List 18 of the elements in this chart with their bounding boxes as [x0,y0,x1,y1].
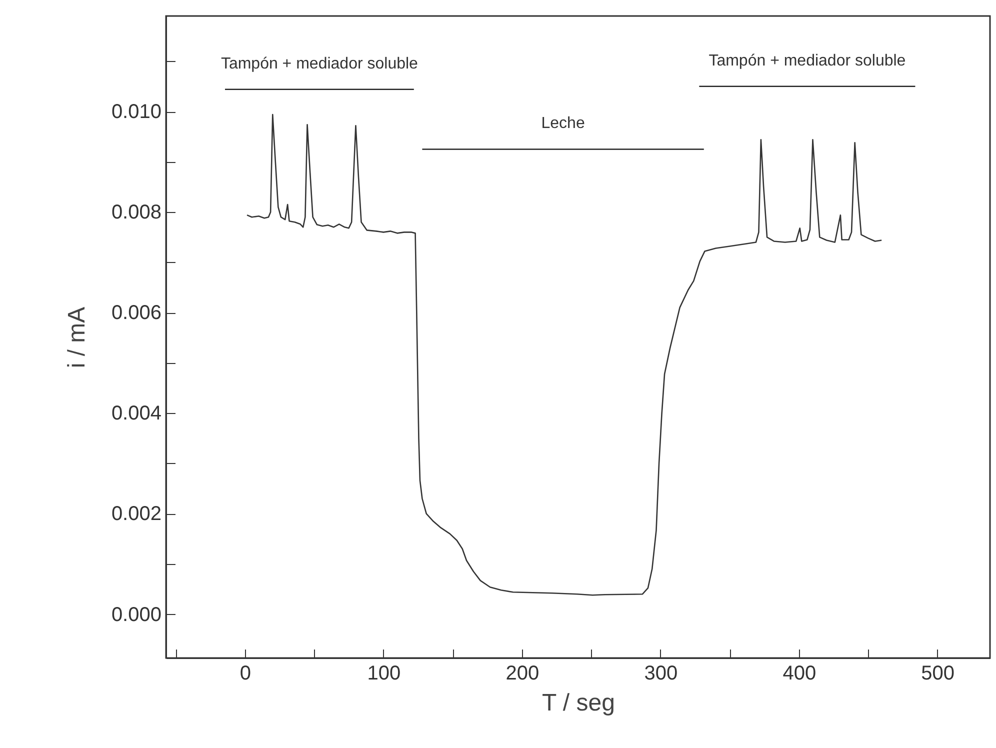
y-tick-label: 0.006 [111,302,162,324]
y-tick-label: 0.004 [111,402,162,425]
x-tick-label: 300 [644,662,678,684]
annotation: Tampón + mediador soluble [220,55,418,72]
line-series [246,114,882,596]
y-tick-label: 0.002 [111,503,162,526]
x-tick-label: 100 [367,662,401,684]
annotation: Leche [541,115,585,132]
annotation: Tampón + mediador soluble [708,52,906,70]
x-tick-label: 0 [240,662,251,684]
x-tick-label: 200 [506,662,540,684]
x-tick-label: 500 [921,662,955,684]
y-tick-label: 0.010 [111,101,162,124]
x-axis-title: T / seg [542,690,615,716]
y-tick-label: 0.000 [111,604,162,626]
y-tick-label: 0.008 [111,202,162,224]
y-axis-title: i / mA [63,306,90,368]
x-tick-label: 400 [782,662,816,684]
